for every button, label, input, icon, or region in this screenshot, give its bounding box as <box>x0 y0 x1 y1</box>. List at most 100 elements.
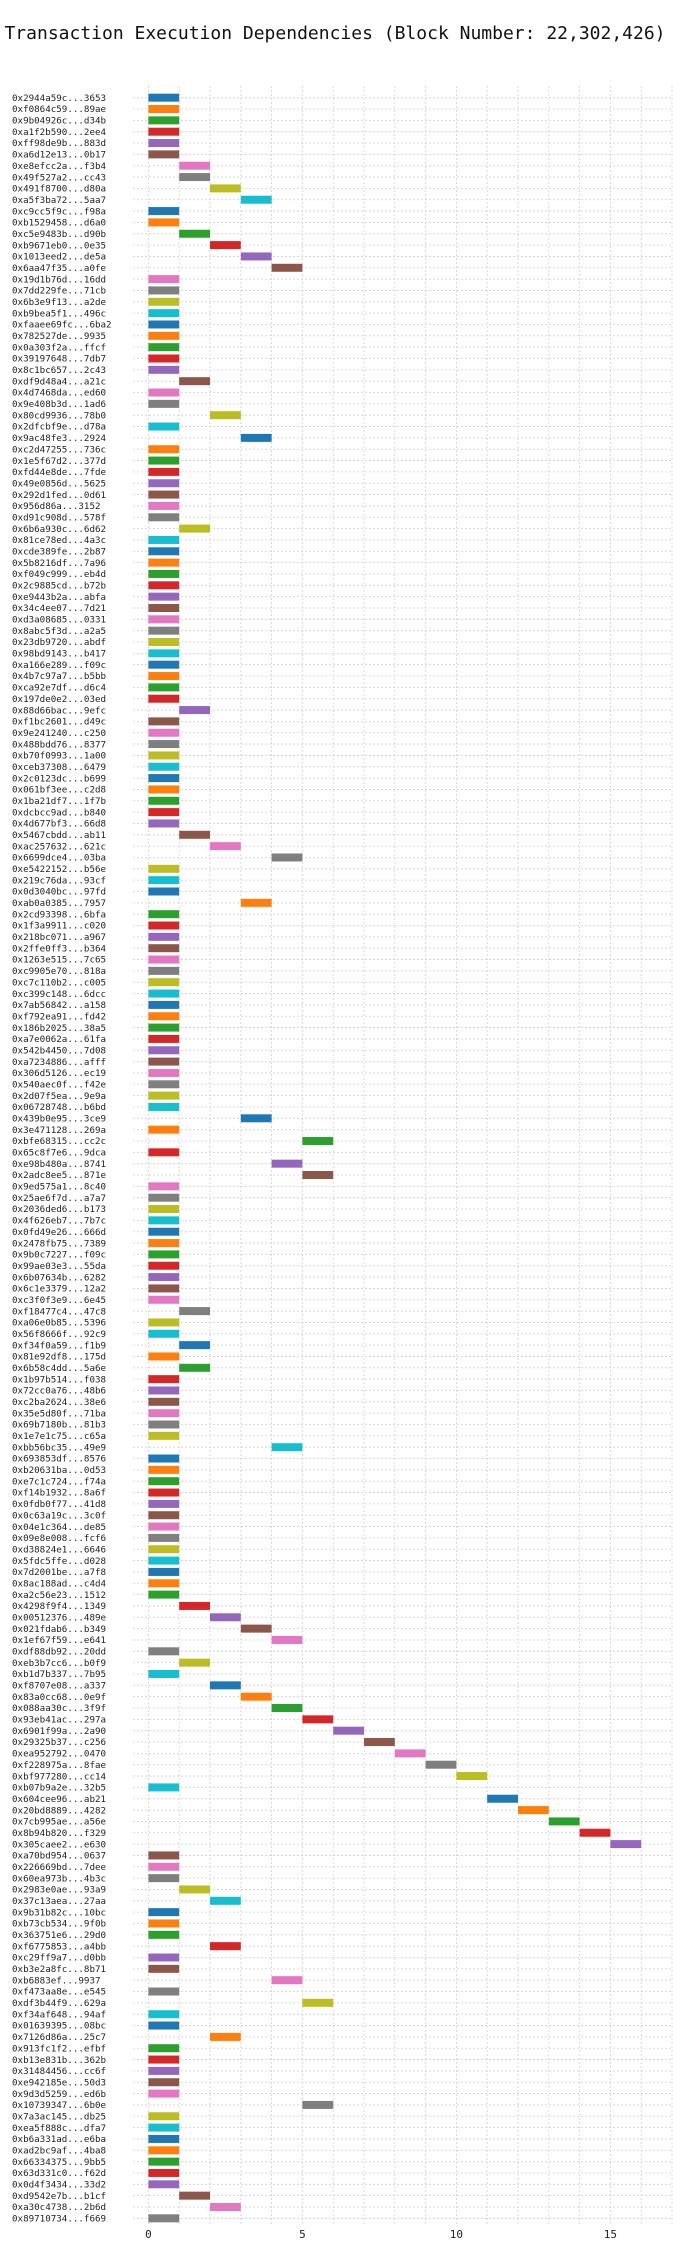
task-bar <box>210 241 241 250</box>
transaction-label: 0xd9542e7b...b1cf <box>12 2191 106 2202</box>
task-bar <box>271 1443 303 1452</box>
task-bar <box>148 2168 180 2177</box>
transaction-label: 0x2944a59c...3653 <box>12 93 106 104</box>
task-bar <box>148 1125 180 1134</box>
transaction-label: 0xea952792...0470 <box>12 1749 106 1760</box>
transaction-label: 0xf1bc2601...d49c <box>12 717 106 728</box>
task-bar <box>240 898 272 907</box>
task-bar <box>148 354 180 363</box>
task-bar <box>148 1193 180 1202</box>
transaction-label: 0xf228975a...8fae <box>12 1760 106 1771</box>
transaction-label: 0xc29ff9a7...d0bb <box>12 1953 106 1964</box>
task-bar <box>240 1692 272 1701</box>
transaction-label: 0x693853df...8576 <box>12 1454 106 1465</box>
task-bar <box>240 252 272 261</box>
task-bar <box>148 399 180 408</box>
transaction-label: 0x49e0856d...5625 <box>12 478 106 489</box>
task-bar <box>271 1159 303 1168</box>
transaction-label: 0x81ce78ed...4a3c <box>12 535 106 546</box>
transaction-label: 0x04e1c364...de85 <box>12 1522 106 1533</box>
transaction-label: 0x56f8666f...92c9 <box>12 1329 106 1340</box>
transaction-label: 0x60ea973b...4b3c <box>12 1873 106 1884</box>
transaction-label: 0x021fdab6...b349 <box>12 1624 106 1635</box>
transaction-label: 0x6aa47f35...a0fe <box>12 263 106 274</box>
task-bar <box>148 207 180 216</box>
task-bar <box>148 1862 180 1871</box>
task-bar <box>210 1613 241 1622</box>
transaction-label: 0x488bdd76...8377 <box>12 739 106 750</box>
task-bar <box>148 1420 180 1429</box>
task-bar <box>302 1171 334 1180</box>
task-bar <box>148 649 180 658</box>
task-bar <box>148 774 180 783</box>
task-bar <box>148 1386 180 1395</box>
task-bar <box>240 195 272 204</box>
task-bar <box>179 229 210 238</box>
task-bar <box>302 1998 334 2007</box>
task-bar <box>148 1216 180 1225</box>
task-bar <box>148 1499 180 1508</box>
transaction-label: 0x6b07634b...6282 <box>12 1272 106 1283</box>
task-bar <box>148 1148 180 1157</box>
transaction-label: 0xe942185e...50d3 <box>12 2077 106 2088</box>
task-bar <box>148 1046 180 1055</box>
task-bar <box>148 1431 180 1440</box>
transaction-label: 0xf8707e08...a337 <box>12 1681 106 1692</box>
transaction-label: 0x10739347...6b0e <box>12 2100 106 2111</box>
transaction-label: 0x2cd93398...6bfa <box>12 909 106 920</box>
transaction-label: 0x93eb41ac...297a <box>12 1715 106 1726</box>
task-bar <box>148 966 180 975</box>
transaction-label: 0xe9443b2a...abfa <box>12 592 106 603</box>
transaction-label: 0x8abc5f3d...a2a5 <box>12 626 106 637</box>
transaction-label: 0x2c9885cd...b72b <box>12 581 106 592</box>
transaction-label: 0x20bd8889...4282 <box>12 1805 106 1816</box>
task-bar <box>148 1567 180 1576</box>
task-bar <box>148 672 180 681</box>
task-bar <box>148 456 180 465</box>
task-bar <box>148 921 180 930</box>
task-bar <box>148 989 180 998</box>
task-bar <box>210 842 241 851</box>
transaction-label: 0xf0864c59...89ae <box>12 104 106 115</box>
transaction-label: 0x1b97b514...f038 <box>12 1374 106 1385</box>
task-bar <box>148 1023 180 1032</box>
transaction-label: 0xf049c999...eb4d <box>12 569 106 580</box>
task-bar <box>148 1080 180 1089</box>
task-bar <box>148 1669 180 1678</box>
transaction-label: 0x01639395...08bc <box>12 2021 106 2032</box>
task-bar <box>302 2100 334 2109</box>
transaction-label: 0xeb3b7cc6...b0f9 <box>12 1658 106 1669</box>
task-bar <box>271 853 303 862</box>
task-bar <box>148 2055 180 2064</box>
transaction-label: 0xe8efcc2a...f3b4 <box>12 161 107 172</box>
transaction-label: 0x0fdb0f77...41d8 <box>12 1499 106 1510</box>
transaction-label: 0xfd44e8de...7fde <box>12 467 106 478</box>
task-bar <box>148 728 180 737</box>
task-bar <box>179 706 210 715</box>
transaction-label: 0x1ef67f59...e641 <box>12 1635 106 1646</box>
transaction-label: 0xb13e831b...362b <box>12 2055 106 2066</box>
task-bar <box>210 2202 241 2211</box>
task-bar <box>148 1375 180 1384</box>
task-bar <box>148 910 180 919</box>
transaction-label: 0xa6d12e13...0b17 <box>12 150 106 161</box>
task-bar <box>148 581 180 590</box>
transaction-label: 0xb1529458...d6a0 <box>12 218 106 229</box>
transaction-label: 0x5fdc5ffe...d028 <box>12 1556 106 1567</box>
transaction-label: 0x913fc1f2...efbf <box>12 2043 106 2054</box>
transaction-label: 0x80cd9936...78b0 <box>12 410 106 421</box>
transaction-label: 0xea5f888c...dfa7 <box>12 2123 106 2134</box>
transaction-label: 0x1e5f67d2...377d <box>12 456 106 467</box>
transaction-label: 0x99ae03e3...55da <box>12 1261 106 1272</box>
transaction-label: 0x9ac48fe3...2924 <box>12 433 107 444</box>
transaction-label: 0xbf977280...cc14 <box>12 1771 107 1782</box>
task-bar <box>148 297 180 306</box>
task-bar <box>148 751 180 760</box>
transaction-label: 0xdf9d48a4...a21c <box>12 376 106 387</box>
task-bar <box>271 1976 303 1985</box>
task-bar <box>148 762 180 771</box>
transaction-label: 0x69b7180b...81b3 <box>12 1420 106 1431</box>
transaction-label: 0x061bf3ee...c2d8 <box>12 785 106 796</box>
task-bar <box>210 411 241 420</box>
